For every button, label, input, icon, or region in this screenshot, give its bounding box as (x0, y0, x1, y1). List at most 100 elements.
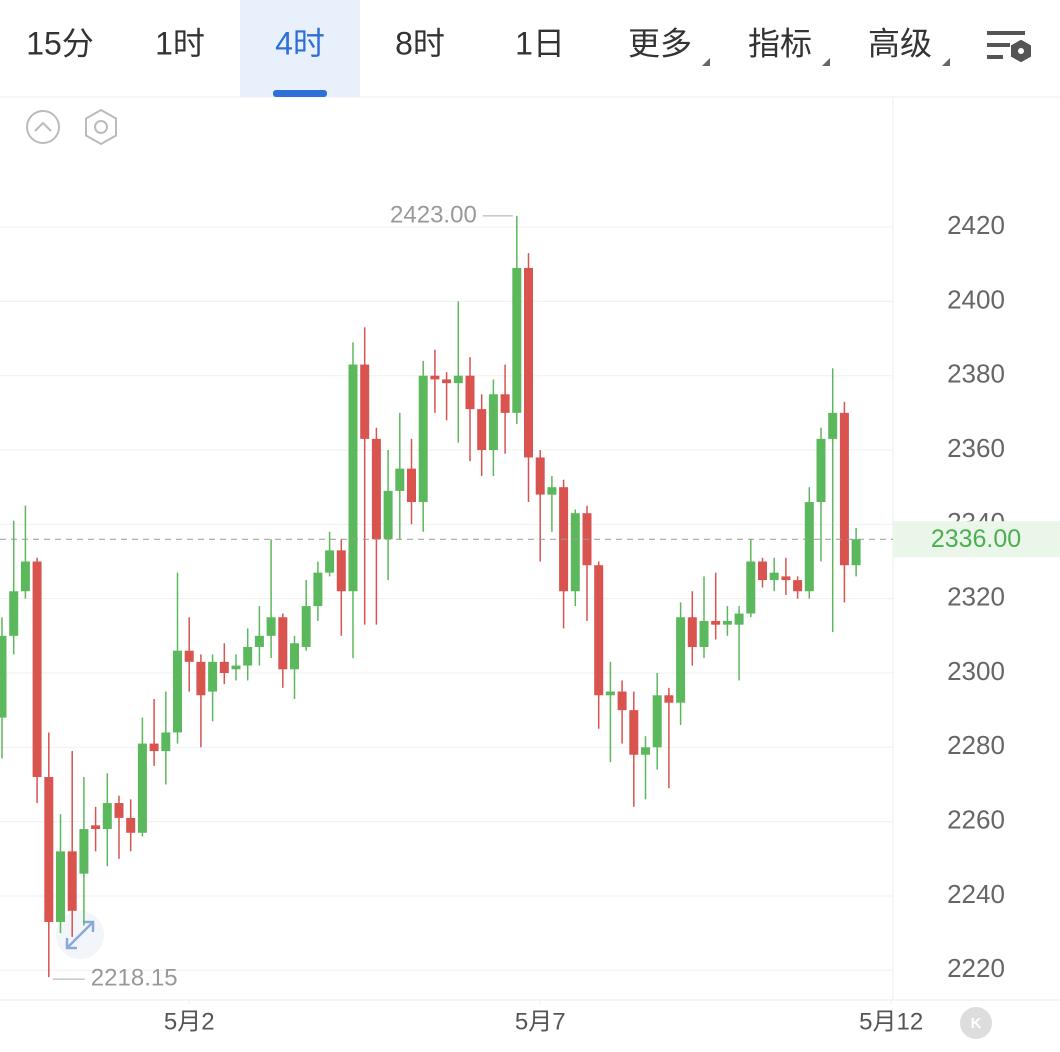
candle-body (336, 550, 346, 592)
candle-body (219, 661, 229, 673)
x-tick-label: 5月7 (515, 1008, 566, 1035)
candle-body (664, 695, 674, 703)
candle-body (816, 438, 826, 503)
y-tick-label: 2380 (947, 359, 1005, 389)
candle-body (430, 375, 440, 380)
candle-body (231, 665, 241, 670)
candle-body (442, 379, 452, 384)
candle-body (243, 646, 253, 666)
candle-body (360, 364, 370, 439)
candle-body (126, 817, 136, 833)
candle-body (114, 803, 124, 818)
y-tick-label: 2320 (947, 582, 1005, 612)
candle-body (325, 550, 335, 573)
candle-body (44, 777, 54, 922)
y-tick-label: 2280 (947, 730, 1005, 760)
candle-body (500, 394, 510, 413)
y-tick-label: 2360 (947, 433, 1005, 463)
candle-body (605, 691, 615, 696)
candle-body (676, 617, 686, 703)
expand-button[interactable] (56, 911, 104, 959)
candle-body (734, 613, 744, 625)
candle-body (348, 364, 358, 592)
candle-body (313, 572, 323, 607)
candle-body (641, 747, 650, 755)
candle-body (477, 409, 487, 451)
candle-body (722, 620, 732, 625)
candle-body (699, 620, 709, 647)
tab[interactable]: 指标 (748, 25, 812, 61)
collapse-button[interactable] (26, 110, 60, 144)
candle-body (465, 375, 475, 410)
max-label: 2423.00 (390, 201, 477, 228)
candle-body (687, 617, 697, 647)
candle-body (617, 691, 627, 711)
candle-body (839, 412, 849, 566)
tab[interactable]: 1时 (155, 25, 205, 61)
y-tick-label: 2420 (947, 210, 1005, 240)
candle-body (0, 635, 7, 718)
last-price-label: 2336.00 (931, 525, 1021, 553)
candle-body (652, 695, 662, 748)
y-tick-label: 2400 (947, 284, 1005, 314)
candle-body (453, 375, 463, 384)
candle-body (91, 825, 101, 830)
candle-body (254, 635, 264, 647)
tab[interactable]: 1日 (515, 25, 565, 61)
candle-body (594, 565, 604, 696)
candle-body (781, 576, 791, 581)
dropdown-caret (702, 58, 710, 66)
tab[interactable]: 4时 (275, 25, 325, 61)
candle-body (383, 490, 393, 540)
candle-body (828, 412, 838, 439)
settings-icon[interactable] (987, 31, 1031, 63)
candle-body (570, 513, 580, 592)
candle-body (535, 457, 545, 495)
y-tick-label: 2220 (947, 953, 1005, 983)
tab[interactable]: 15分 (26, 25, 94, 61)
candle-body (290, 643, 299, 670)
candle-body (758, 561, 767, 581)
active-tab-bg (240, 0, 360, 97)
candle-body (301, 606, 311, 647)
candle-body (793, 580, 803, 592)
scroll-latest-button[interactable]: K (960, 1007, 992, 1039)
candle-body (407, 468, 416, 503)
chart-settings-button[interactable] (85, 108, 117, 146)
y-tick-label: 2300 (947, 656, 1005, 686)
x-tick-label: 5月2 (164, 1008, 215, 1035)
candle-body (32, 561, 42, 778)
active-tab-indicator (273, 90, 327, 97)
tab[interactable]: 高级 (868, 25, 932, 61)
candle-body (278, 617, 288, 670)
candle-body (184, 650, 194, 662)
last-price-tag (893, 521, 1060, 558)
candle-body (547, 487, 557, 495)
candle-body (371, 438, 381, 540)
candle-body (79, 829, 89, 874)
candle-body (488, 394, 498, 451)
candle-body (804, 502, 814, 592)
y-tick-label: 2260 (947, 805, 1005, 835)
candle-body (512, 267, 522, 413)
svg-text:K: K (971, 1015, 982, 1032)
tab[interactable]: 8时 (395, 25, 445, 61)
candle-body (395, 468, 405, 491)
candle-body (161, 732, 171, 752)
tab[interactable]: 更多 (628, 25, 692, 61)
candle-body (524, 267, 533, 458)
candle-body (196, 661, 206, 696)
candle-body (149, 743, 159, 752)
candle-body (418, 375, 428, 503)
candle-body (266, 617, 276, 636)
candle-body (173, 650, 182, 733)
candle-body (769, 572, 779, 581)
y-tick-label: 2240 (947, 879, 1005, 909)
candle-body (56, 851, 65, 922)
candle-body (746, 561, 756, 614)
min-label: 2218.15 (91, 964, 178, 991)
dropdown-caret (942, 58, 950, 66)
candle-body (208, 661, 218, 692)
